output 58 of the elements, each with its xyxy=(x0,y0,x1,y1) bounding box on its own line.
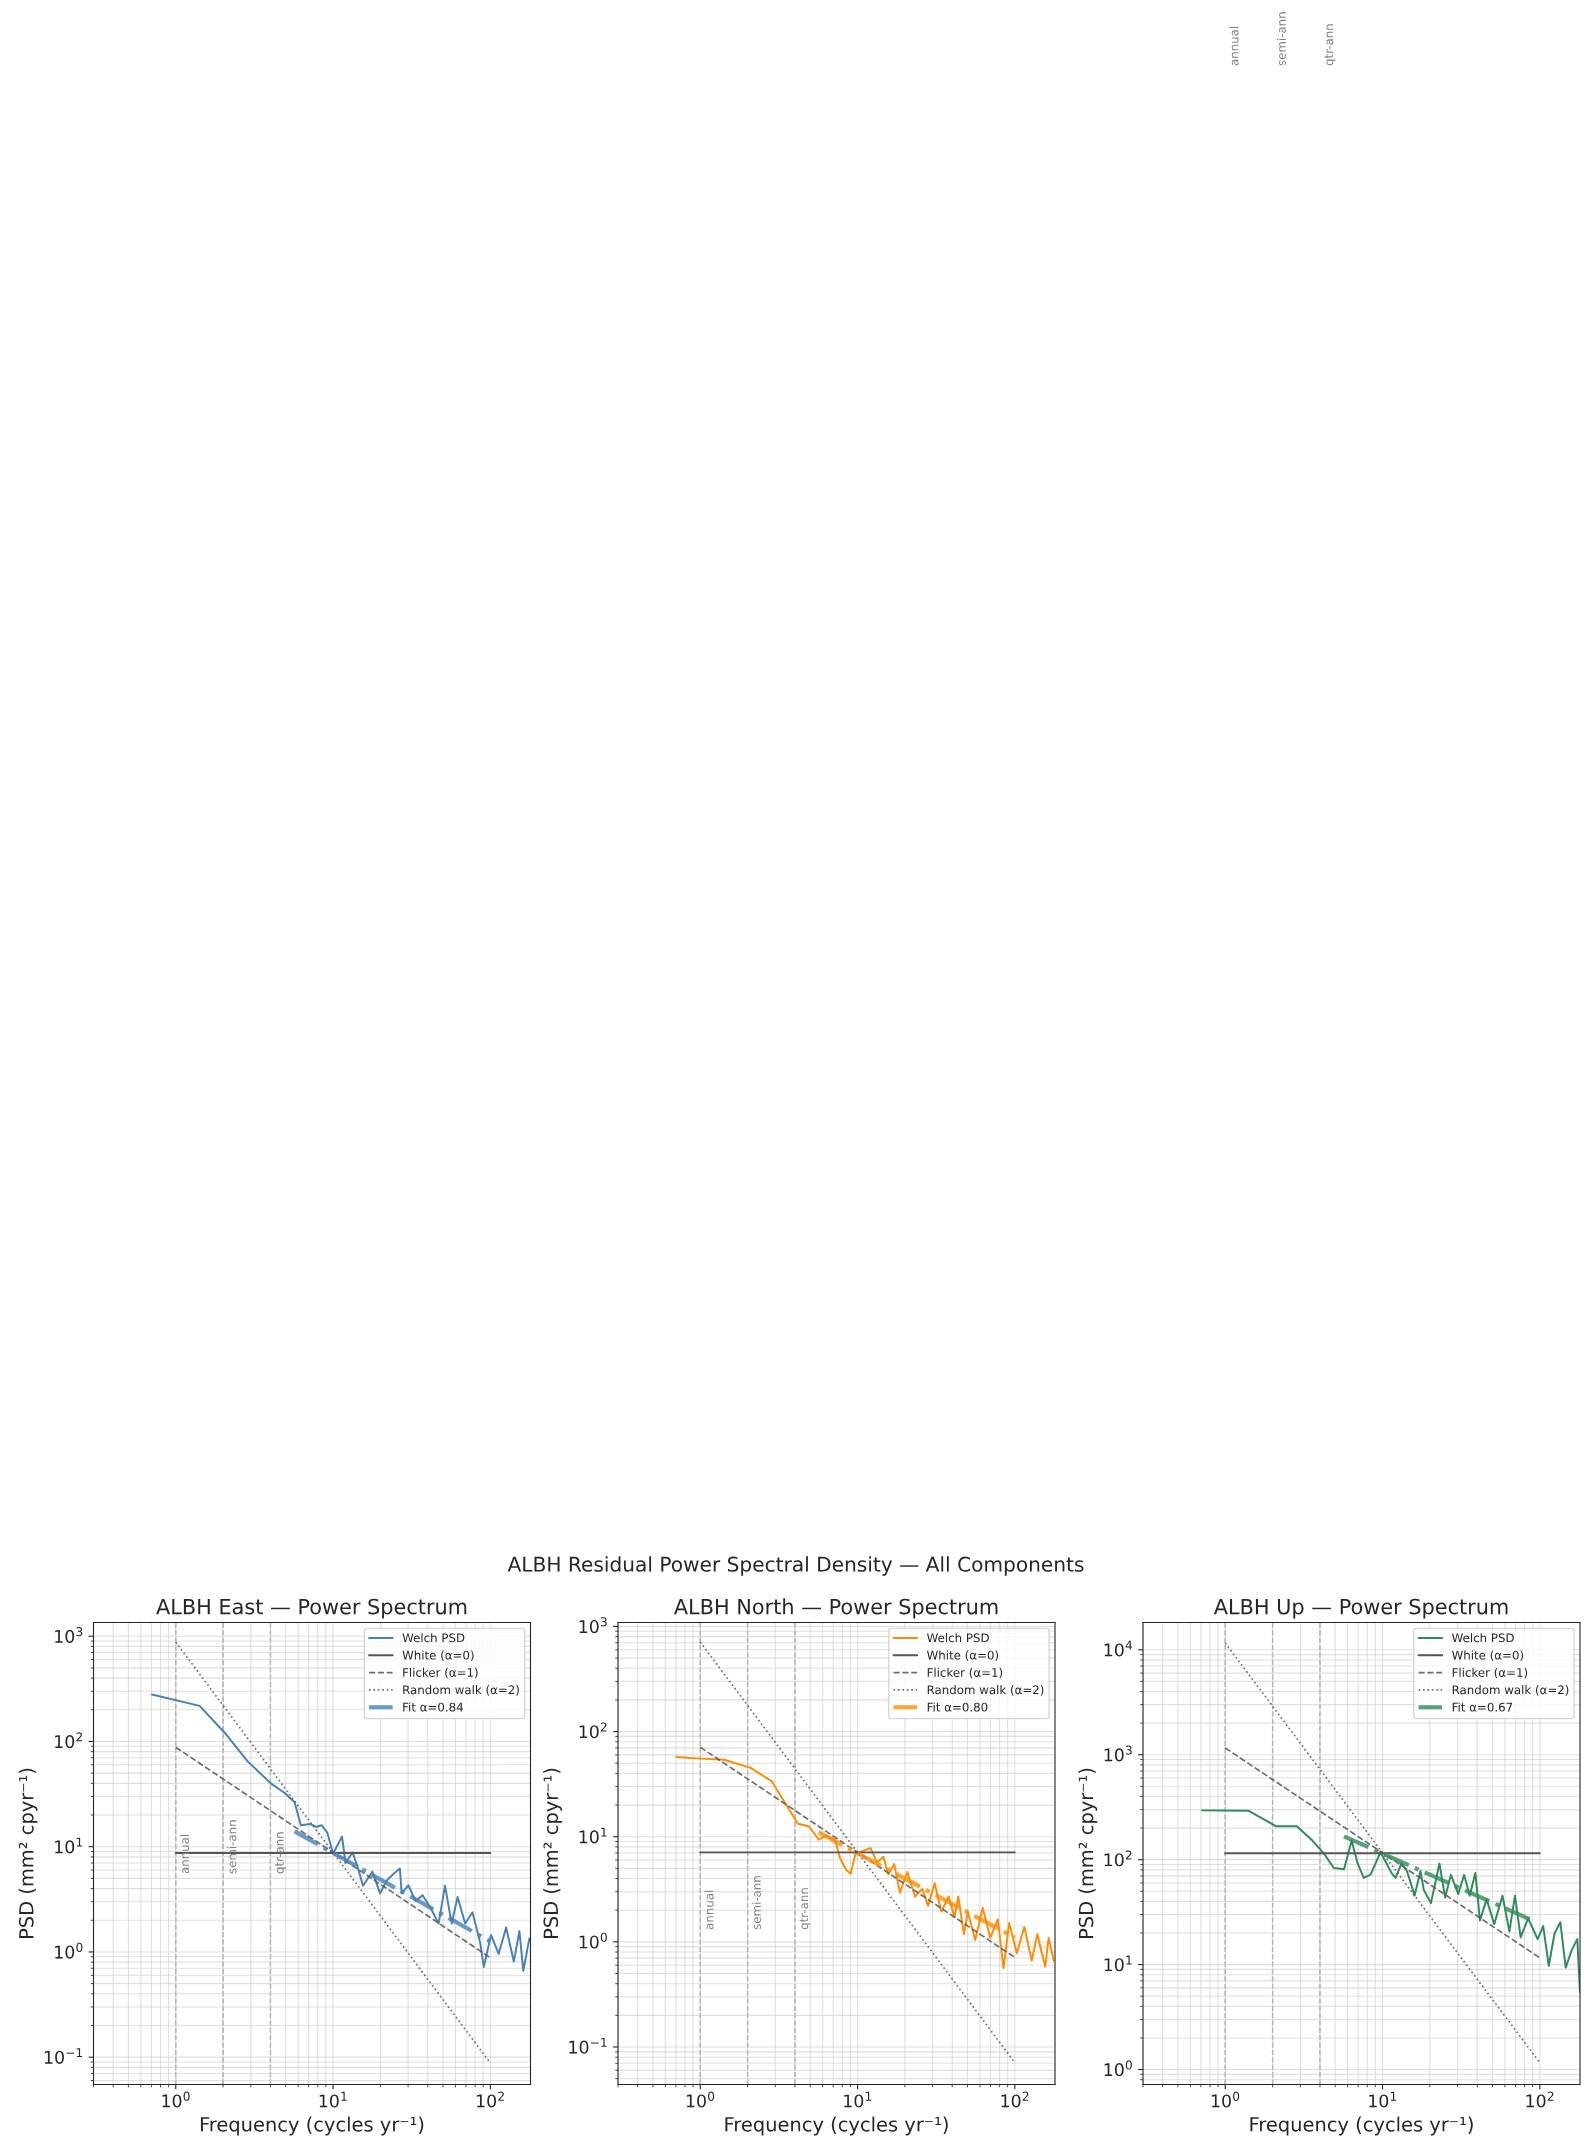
legend-label: Flicker (α=1) xyxy=(403,1667,478,1679)
x-tick-label: 10$^{2}$ xyxy=(1526,2091,1554,2108)
y-tick-label: 10$^{4}$ xyxy=(1104,1640,1133,1657)
y-tick-label: 10$^{3}$ xyxy=(55,1627,83,1643)
annotation: annual xyxy=(179,1834,190,1874)
legend-label: Fit α=0.84 xyxy=(403,1702,463,1712)
y-tick-label: 10$^{2}$ xyxy=(55,1732,82,1749)
legend-label: Fit α=0.67 xyxy=(1452,1702,1513,1712)
text: ALBH Residual Power Spectral Density — All Components xyxy=(507,1556,1084,1576)
legend-label: White (α=0) xyxy=(402,1650,474,1661)
chart-title: ALBH Up — Power Spectrum xyxy=(1213,1598,1508,1619)
annotation: semi-ann xyxy=(751,1876,761,1930)
legend-label: Welch PSD xyxy=(926,1633,989,1643)
y-axis-title: PSD (mm² cpyr⁻¹) xyxy=(18,1768,38,1939)
annotation: qtr-ann xyxy=(799,1888,811,1930)
y-tick-label: 10$^{0}$ xyxy=(579,1932,607,1949)
x-tick-label: 10$^{2}$ xyxy=(476,2091,504,2108)
y-tick-label: 10$^{1}$ xyxy=(1104,1955,1132,1972)
y-tick-label: 10$^{0}$ xyxy=(1104,2060,1132,2077)
chart-title: ALBH North — Power Spectrum xyxy=(674,1598,998,1619)
legend-label: Flicker (α=1) xyxy=(927,1667,1003,1679)
text: semi-ann xyxy=(1276,12,1286,66)
y-tick-label: 10$^{2}$ xyxy=(579,1722,607,1739)
legend-label: Welch PSD xyxy=(402,1633,465,1643)
legend-label: Random walk (α=2) xyxy=(1452,1685,1569,1696)
text: annual xyxy=(1229,26,1239,66)
x-tick-label: 10$^{1}$ xyxy=(319,2091,347,2108)
legend-label: Flicker (α=1) xyxy=(1452,1667,1528,1679)
legend-label: Welch PSD xyxy=(1451,1633,1514,1643)
annotation: semi-ann xyxy=(227,1820,237,1874)
x-axis-title: Frequency (cycles yr⁻¹) xyxy=(1250,2116,1473,2136)
x-axis-title: Frequency (cycles yr⁻¹) xyxy=(725,2116,948,2136)
x-tick-label: 10$^{2}$ xyxy=(1001,2091,1029,2108)
y-axis-title: PSD (mm² cpyr⁻¹) xyxy=(1078,1768,1098,1939)
y-tick-label: 10$^{0}$ xyxy=(55,1942,83,1959)
x-tick-label: 10$^{0}$ xyxy=(162,2091,190,2108)
legend-label: Fit α=0.80 xyxy=(927,1702,988,1712)
y-tick-label: 10$^{1}$ xyxy=(579,1827,607,1844)
x-tick-label: 10$^{1}$ xyxy=(844,2091,872,2108)
legend-label: Random walk (α=2) xyxy=(927,1685,1044,1696)
y-axis-title: PSD (mm² cpyr⁻¹) xyxy=(543,1768,562,1939)
y-tick-label: 10$^{2}$ xyxy=(1104,1850,1132,1867)
y-tick-label: 10$^{−1}$ xyxy=(569,2037,607,2054)
chart-title: ALBH East — Power Spectrum xyxy=(156,1598,467,1619)
annotation: annual xyxy=(704,1890,714,1930)
x-tick-label: 10$^{0}$ xyxy=(1211,2091,1240,2108)
legend-label: White (α=0) xyxy=(926,1650,999,1661)
y-tick-label: 10$^{1}$ xyxy=(55,1837,83,1854)
legend-label: Random walk (α=2) xyxy=(403,1685,519,1696)
y-tick-label: 10$^{3}$ xyxy=(1104,1745,1132,1762)
legend-label: White (α=0) xyxy=(1451,1650,1524,1661)
text: qtr-ann xyxy=(1324,24,1336,66)
annotation: qtr-ann xyxy=(275,1832,287,1874)
x-axis-title: Frequency (cycles yr⁻¹) xyxy=(200,2116,424,2136)
y-tick-label: 10$^{3}$ xyxy=(579,1617,607,1634)
x-tick-label: 10$^{0}$ xyxy=(686,2091,715,2108)
y-tick-label: 10$^{−1}$ xyxy=(44,2048,83,2064)
x-tick-label: 10$^{1}$ xyxy=(1369,2091,1397,2108)
